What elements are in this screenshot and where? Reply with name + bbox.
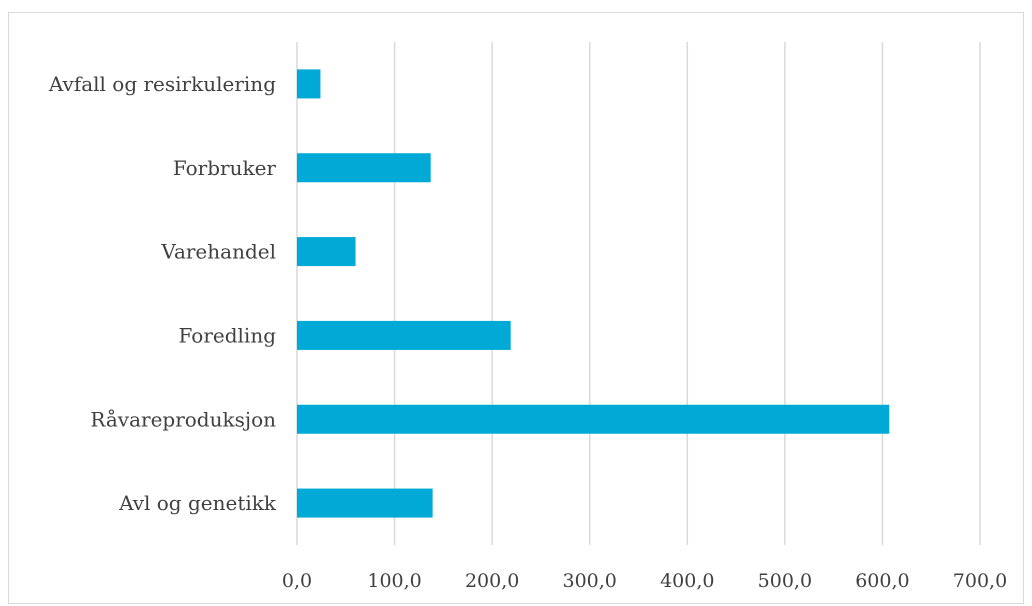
category-label: Råvareproduksjon bbox=[90, 407, 276, 431]
x-tick-label: 300,0 bbox=[563, 570, 617, 592]
x-tick-label: 100,0 bbox=[367, 570, 421, 592]
bar bbox=[297, 69, 321, 99]
x-tick-label: 700,0 bbox=[953, 570, 1007, 592]
category-label: Forbruker bbox=[173, 156, 277, 180]
bar bbox=[297, 404, 890, 434]
bar bbox=[297, 237, 356, 267]
bar bbox=[297, 153, 431, 183]
x-tick-label: 0,0 bbox=[282, 570, 312, 592]
category-label: Varehandel bbox=[160, 240, 276, 264]
chart-frame bbox=[8, 12, 1024, 604]
bars bbox=[297, 69, 890, 518]
x-tick-label: 400,0 bbox=[660, 570, 714, 592]
bar bbox=[297, 320, 511, 350]
category-label: Foredling bbox=[179, 323, 277, 347]
category-label: Avfall og resirkulering bbox=[48, 72, 276, 96]
x-tick-label: 200,0 bbox=[465, 570, 519, 592]
gridlines bbox=[296, 42, 981, 545]
x-tick-label: 500,0 bbox=[758, 570, 812, 592]
bar bbox=[297, 488, 433, 518]
category-label: Avl og genetikk bbox=[118, 491, 277, 515]
labels: 0,0 100,0 200,0 300,0 400,0 500,0 600,0 700,0 Av… bbox=[48, 72, 1007, 592]
x-tick-label: 600,0 bbox=[855, 570, 909, 592]
